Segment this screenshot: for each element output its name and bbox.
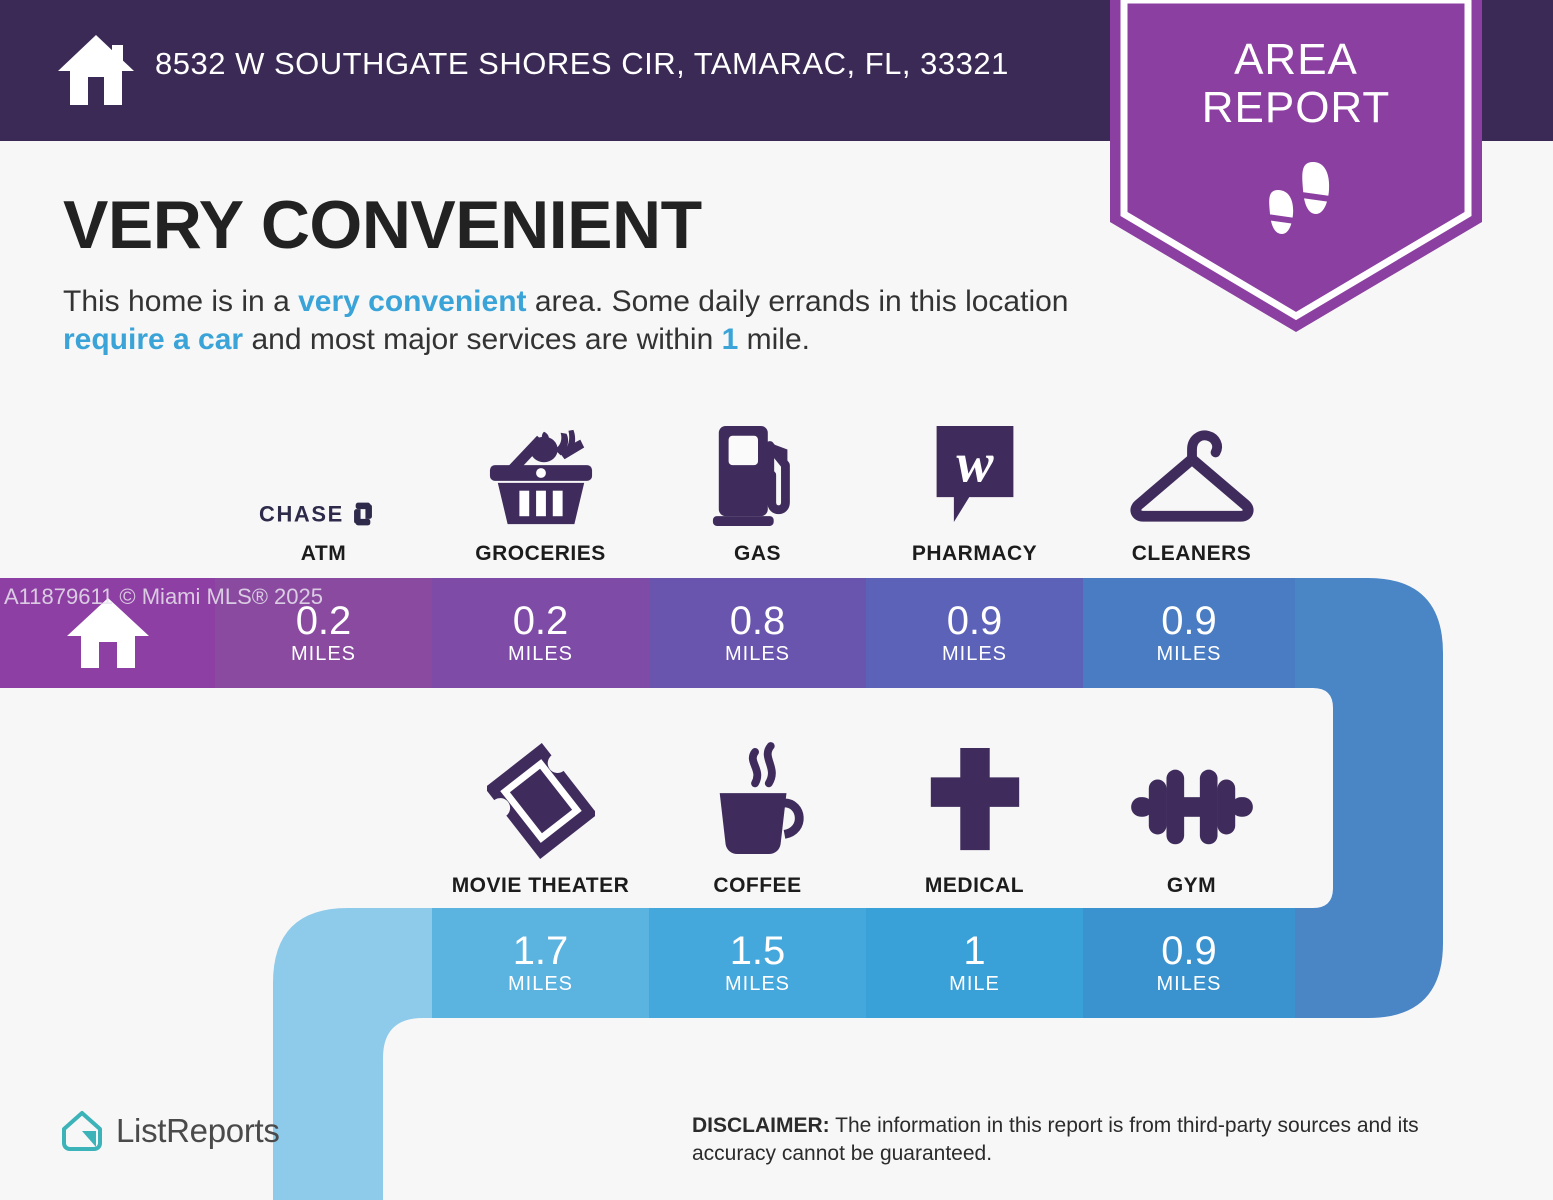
distance-unit: MILES <box>507 973 574 995</box>
row2-distance-gym: 0.9 MILES <box>1083 908 1295 1018</box>
distance-unit: MILES <box>724 643 791 665</box>
amenity-label: GROCERIES <box>475 542 606 565</box>
amenity-gas[interactable]: GAS <box>649 420 866 566</box>
row2-seg-medical <box>866 908 1083 1018</box>
shopping-basket-icon <box>432 420 649 528</box>
mls-watermark: A11879611 © Miami MLS® 2025 <box>4 584 323 609</box>
row1-distance-cleaners: 0.9 MILES <box>1083 578 1295 688</box>
subtitle-accent-1: very convenient <box>298 285 527 318</box>
subtitle-accent-2: require a car <box>63 323 244 356</box>
distance-value: 0.2 <box>295 599 352 643</box>
badge-title: AREA REPORT <box>1110 36 1482 132</box>
disclaimer-text: The information in this report is from t… <box>692 1114 1419 1165</box>
amenity-label: MOVIE THEATER <box>451 874 630 897</box>
row1-seg-cleaners <box>1083 578 1295 688</box>
badge-shape <box>1110 0 1482 332</box>
medical-cross-icon <box>866 747 1083 860</box>
subtitle-accent-3: 1 <box>721 323 739 356</box>
distance-unit: MILES <box>1156 973 1222 995</box>
footprints-icon <box>1268 162 1331 234</box>
listreports-logo[interactable]: ListReports <box>60 1109 280 1153</box>
walgreens-w-icon: w <box>866 420 1083 528</box>
amenity-medical[interactable]: MEDICAL <box>866 747 1083 898</box>
amenity-label: MEDICAL <box>924 874 1025 897</box>
chase-logo-icon: CHASE <box>215 420 432 528</box>
amenity-pharmacy[interactable]: w PHARMACY <box>866 420 1083 566</box>
row2-distance-medical: 1 MILE <box>866 908 1083 1018</box>
row2-seg-gym <box>1083 908 1295 1018</box>
distance-value: 0.8 <box>729 599 786 643</box>
home-icon <box>58 35 134 105</box>
clothes-hanger-icon <box>1083 420 1300 528</box>
row1-seg-pharmacy <box>866 578 1083 688</box>
svg-text:w: w <box>956 433 994 495</box>
distance-value: 0.9 <box>1161 929 1217 973</box>
badge-line-2: REPORT <box>1201 83 1391 132</box>
distance-unit: MILE <box>949 973 1000 995</box>
distance-value: 1 <box>963 929 986 973</box>
subtitle-part-4: mile. <box>738 323 810 356</box>
coffee-cup-icon <box>649 742 866 860</box>
disclaimer: DISCLAIMER: The information in this repo… <box>692 1112 1492 1168</box>
amenity-coffee[interactable]: COFFEE <box>649 742 866 898</box>
amenity-label: GAS <box>733 542 781 565</box>
row1-seg-gas <box>649 578 866 688</box>
right-connector <box>1295 578 1443 1018</box>
row1-seg-atm <box>215 578 432 688</box>
distance-value: 1.5 <box>729 929 786 973</box>
amenity-row-1: CHASE ATM <box>0 420 1553 570</box>
gas-pump-icon <box>649 420 866 528</box>
distance-value: 1.7 <box>512 929 569 973</box>
row1-distance-groceries: 0.2 MILES <box>432 578 649 688</box>
amenity-cleaners[interactable]: CLEANERS <box>1083 420 1300 566</box>
distance-unit: MILES <box>1156 643 1222 665</box>
amenity-label: ATM <box>300 542 347 565</box>
property-address: 8532 W SOUTHGATE SHORES CIR, TAMARAC, FL… <box>155 46 1009 81</box>
row2-left-tail <box>273 908 432 1200</box>
row2-seg-movie <box>432 908 649 1018</box>
dumbbell-icon <box>1083 752 1300 860</box>
listreports-logo-text: ListReports <box>116 1112 280 1149</box>
row2-distance-coffee: 1.5 MILES <box>649 908 866 1018</box>
home-icon <box>66 598 149 668</box>
svg-text:CHASE: CHASE <box>259 501 344 526</box>
page-subtitle: This home is in a very convenient area. … <box>63 283 1103 359</box>
subtitle-part-3: and most major services are within <box>243 323 722 356</box>
distance-unit: MILES <box>290 643 357 665</box>
row1-seg-groceries <box>432 578 649 688</box>
amenity-row-2: MOVIE THEATER COFFEE MEDICAL <box>0 742 1553 902</box>
amenity-label: COFFEE <box>713 874 802 897</box>
distance-unit: MILES <box>724 973 791 995</box>
distance-value: 0.9 <box>1161 599 1217 643</box>
distance-unit: MILES <box>507 643 574 665</box>
distance-value: 0.9 <box>946 599 1003 643</box>
amenity-atm[interactable]: CHASE ATM <box>215 420 432 566</box>
area-report-badge: AREA REPORT <box>1110 0 1482 332</box>
row2-seg-coffee <box>649 908 866 1018</box>
amenity-label: GYM <box>1166 874 1217 897</box>
disclaimer-label: DISCLAIMER: <box>692 1114 830 1137</box>
amenity-groceries[interactable]: GROCERIES <box>432 420 649 566</box>
subtitle-part-1: This home is in a <box>63 285 299 318</box>
amenity-label: PHARMACY <box>911 542 1038 565</box>
row1-distance-gas: 0.8 MILES <box>649 578 866 688</box>
row1-distance-atm: 0.2 MILES <box>215 578 432 688</box>
badge-line-1: AREA <box>1234 35 1358 84</box>
row1-home-marker <box>0 578 215 688</box>
amenity-label: CLEANERS <box>1131 542 1252 565</box>
listreports-tag-icon <box>62 1111 102 1151</box>
amenity-gym[interactable]: GYM <box>1083 752 1300 898</box>
page-title: VERY CONVENIENT <box>63 187 702 263</box>
distance-unit: MILES <box>941 643 1008 665</box>
row1-distance-pharmacy: 0.9 MILES <box>866 578 1083 688</box>
distance-value: 0.2 <box>512 599 569 643</box>
row2-distance-movie-theater: 1.7 MILES <box>432 908 649 1018</box>
movie-ticket-icon <box>432 743 649 860</box>
amenity-movie-theater[interactable]: MOVIE THEATER <box>432 743 649 898</box>
subtitle-part-2: area. Some daily errands in this locatio… <box>526 285 1069 318</box>
